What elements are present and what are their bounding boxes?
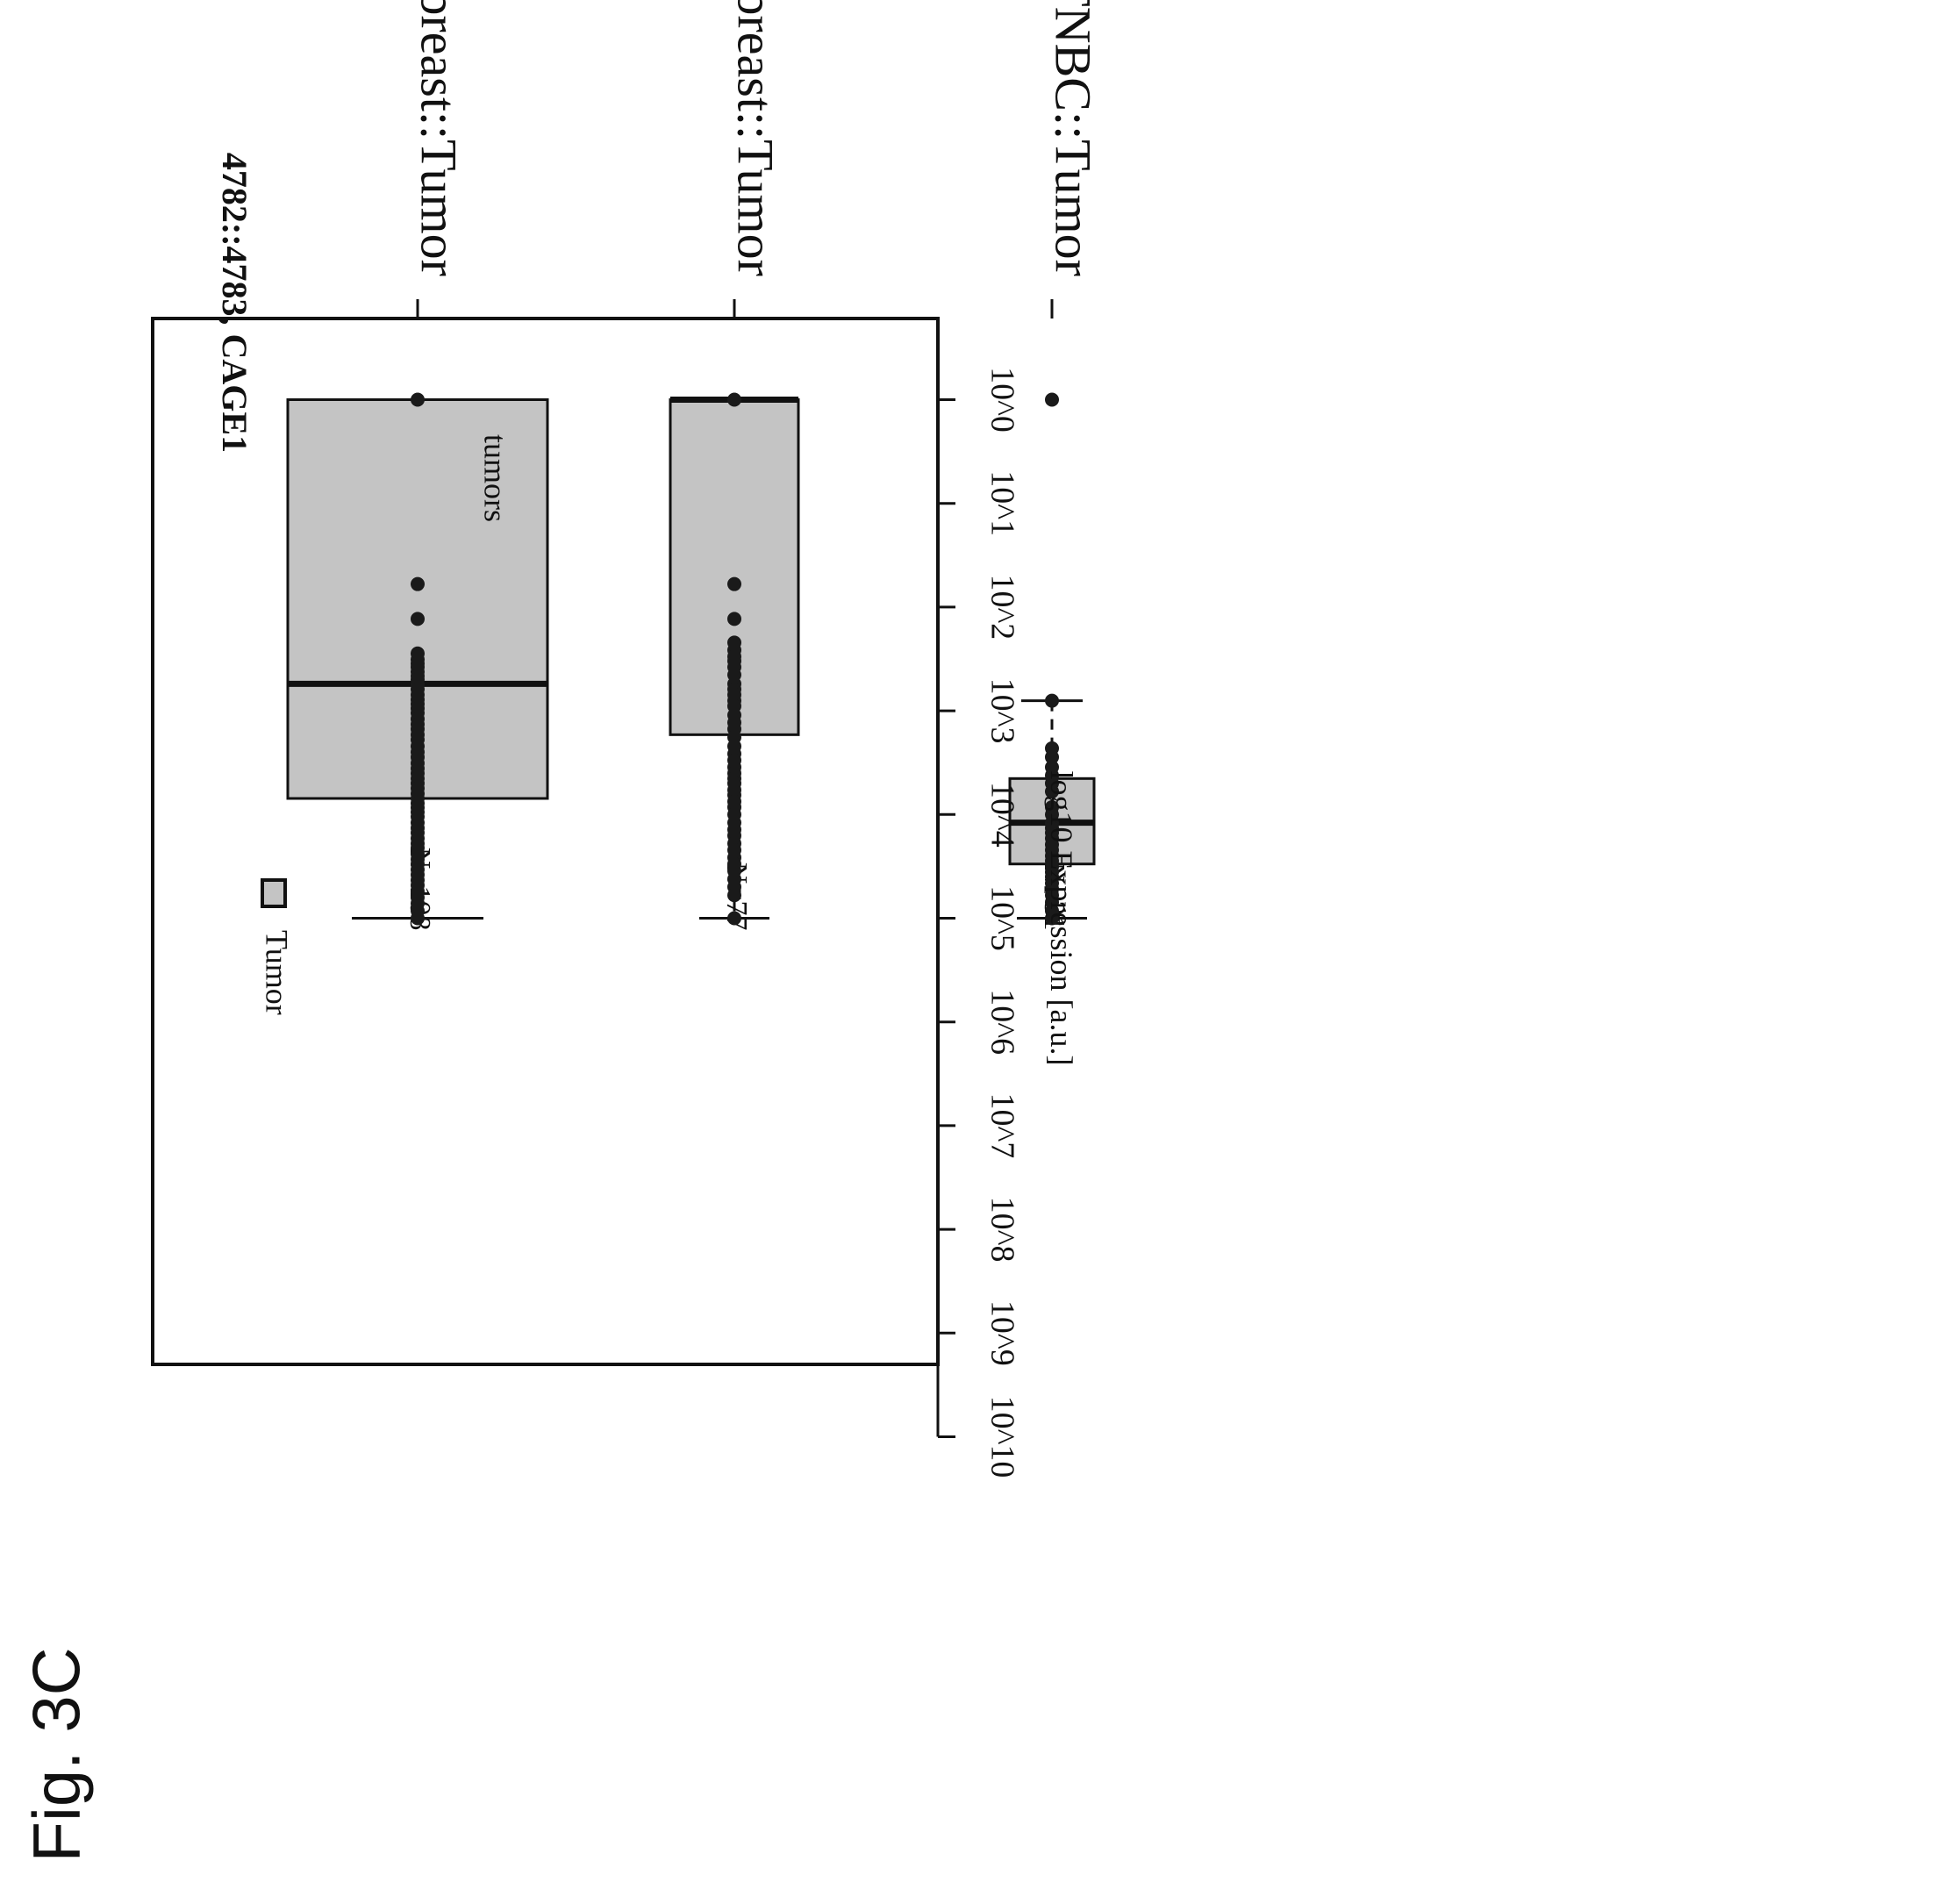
data-point-group (411, 392, 1059, 926)
data-point (727, 612, 741, 626)
data-point (411, 911, 425, 926)
box-group: N=108N=77N=31 (286, 397, 1096, 931)
y-axis: 10^0 10^1 10^2 10^3 10^4 10^5 10^6 10^7 10^8 10^9… (936, 367, 1020, 1478)
y-tick-label: 10^8 (984, 1197, 1020, 1263)
y-tick-label: 10^2 (984, 574, 1020, 640)
data-point (1045, 749, 1059, 764)
category-label-breast-tumor: breast::Tumor (727, 0, 784, 276)
data-point (411, 576, 425, 591)
data-point (1045, 693, 1059, 708)
data-point (411, 612, 425, 626)
data-point (1045, 784, 1059, 799)
y-tick-label: 10^7 (984, 1092, 1020, 1158)
chart-title: 4782::4783, CAGE1 (215, 153, 254, 453)
y-tick-label: 10^9 (984, 1300, 1020, 1366)
y-tick-label: 10^6 (984, 989, 1020, 1055)
data-point (1045, 911, 1059, 926)
category-label-breast-tnbc-tumor: breast_TNBC::Tumor (1045, 0, 1102, 276)
annotation-tumors: tumors (478, 434, 513, 522)
y-tick-label: 10^4 (984, 782, 1020, 848)
category-label-allbreast-tumor: allbreast::Tumor (411, 0, 468, 276)
category-axis: allbreast::Tumor breast::Tumor breast_TNBC… (411, 0, 1102, 319)
legend-swatch-tumor (261, 878, 287, 908)
legend-label-tumor: Tumor (260, 930, 295, 1015)
y-tick-label: 10^1 (984, 470, 1020, 536)
data-point (727, 392, 741, 407)
y-tick-label: 10^10 (984, 1396, 1020, 1478)
data-point (411, 392, 425, 407)
outlier-point (1045, 392, 1059, 407)
y-tick-label: 10^5 (984, 885, 1020, 951)
y-axis-label: log10 Expression [a.u.] (1044, 771, 1079, 1066)
figure-label-box: Fig. 3C (0, 1623, 114, 1886)
data-point (727, 576, 741, 591)
figure-label: Fig. 3C (19, 1647, 95, 1863)
y-tick-label: 10^0 (984, 367, 1020, 433)
data-point (727, 911, 741, 926)
y-tick-label: 10^3 (984, 678, 1020, 744)
legend: Tumor (260, 878, 295, 1015)
data-point (727, 888, 741, 903)
box-plot-chart: N=108N=77N=31 10^010^110^210^310^410^510… (151, 0, 1102, 1478)
